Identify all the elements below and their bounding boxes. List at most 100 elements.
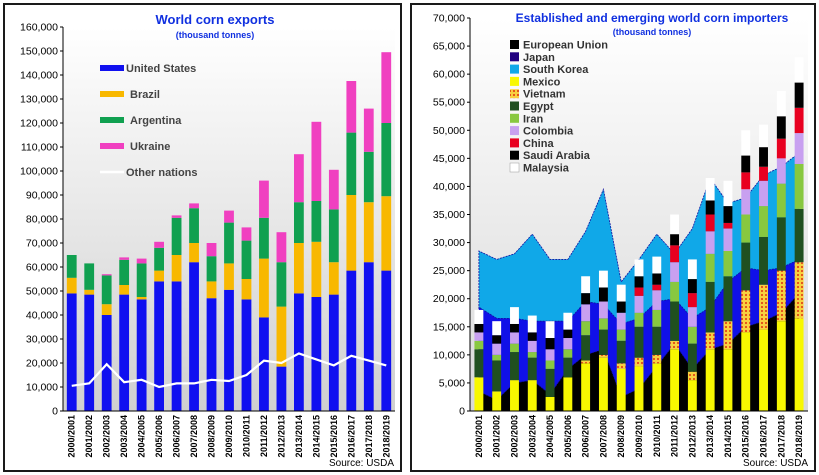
x-axis-ticks: 2000/2001 2001/2002 2002/2003 2003/2004 2004… — [474, 415, 804, 458]
bar-iran — [741, 214, 751, 243]
x-tick-label: 2002/2003 — [509, 415, 519, 458]
legend-swatch-saudi-arabia — [510, 150, 519, 160]
legend-swatch-argentina — [100, 117, 124, 123]
y-tick-label: 160,000 — [20, 22, 58, 34]
bar-colombia — [759, 180, 768, 207]
bar-brazil — [206, 281, 217, 299]
bar-colombia — [492, 343, 502, 355]
bar-malaysia — [598, 270, 608, 288]
x-tick-label: 2018/2019 — [794, 415, 804, 458]
legend: United States Brazil Argentina Ukraine Other… — [100, 63, 198, 179]
y-tick-label: 130,000 — [20, 94, 58, 106]
bar-ukraine — [224, 210, 234, 223]
y-tick-label: 40,000 — [433, 181, 465, 193]
bar-united-states — [311, 297, 322, 411]
axes — [469, 18, 808, 412]
chart-subtitle: (thousand tonnes) — [613, 27, 692, 37]
bar-colombia — [563, 338, 573, 350]
x-tick-label: 2015/2016 — [329, 415, 339, 458]
chart-subtitle: (thousand tonnes) — [176, 30, 255, 40]
bar-egypt — [794, 208, 804, 263]
bar-iran — [474, 340, 484, 350]
world-corn-exports-chart: World corn exports (thousand tonnes) 0 10… — [20, 12, 395, 469]
bar-ukraine — [363, 108, 374, 152]
bar-malaysia — [652, 256, 662, 274]
y-tick-label: 110,000 — [21, 142, 58, 154]
x-tick-label: 2007/2008 — [598, 415, 608, 458]
bar-colombia — [616, 312, 626, 330]
bar-malaysia — [492, 321, 502, 336]
x-tick-label: 2011/2012 — [259, 415, 269, 457]
bar-vietnam — [776, 270, 786, 322]
bar-colombia — [670, 262, 680, 282]
legend-label-malaysia: Malaysia — [523, 163, 570, 175]
bar-ukraine — [206, 243, 217, 257]
x-tick-label: 2003/2004 — [527, 415, 537, 458]
y-tick-label: 0 — [459, 406, 465, 418]
bar-vietnam — [652, 354, 662, 364]
legend-label-colombia: Colombia — [523, 126, 574, 138]
bar-china — [741, 172, 751, 190]
bar-ukraine — [241, 227, 252, 241]
bar-china — [670, 245, 680, 263]
legend-swatch-united-states — [100, 65, 124, 71]
legend-swatch-brazil — [100, 91, 124, 97]
bar-egypt — [705, 281, 715, 333]
bar-brazil — [224, 263, 234, 290]
bar-argentina — [276, 262, 287, 307]
bar-mexico — [598, 357, 608, 411]
bar-vietnam — [634, 357, 644, 367]
x-tick-label: 2000/2001 — [474, 415, 484, 458]
legend-label-iran: Iran — [523, 113, 543, 125]
y-tick-label: 65,000 — [433, 41, 465, 53]
bar-mexico — [581, 363, 591, 411]
bar-iran — [563, 349, 573, 358]
bar-colombia — [474, 332, 484, 341]
bar-united-states — [171, 281, 182, 411]
bar-united-states — [189, 262, 199, 411]
legend-swatch-ukraine — [100, 143, 124, 149]
bar-vietnam — [670, 340, 680, 350]
y-tick-label: 45,000 — [433, 153, 465, 165]
bar-mexico — [527, 380, 537, 411]
bar-argentina — [171, 217, 182, 255]
bar-iran — [776, 183, 786, 218]
bar-brazil — [154, 270, 164, 282]
bar-argentina — [363, 151, 374, 203]
bar-brazil — [136, 297, 147, 300]
y-tick-label: 20,000 — [433, 293, 465, 305]
y-tick-label: 30,000 — [26, 334, 58, 346]
x-tick-label: 2009/2010 — [634, 415, 644, 458]
bar-mexico — [563, 377, 573, 411]
bar-colombia — [741, 189, 751, 215]
y-tick-label: 50,000 — [433, 125, 465, 137]
bar-colombia — [545, 349, 555, 361]
bar-united-states — [224, 289, 234, 411]
y-tick-label: 0 — [52, 406, 58, 418]
bar-argentina — [66, 255, 77, 278]
bar-argentina — [259, 217, 269, 259]
bar-iran — [652, 309, 662, 327]
y-tick-label: 60,000 — [26, 262, 58, 274]
bar-iran — [670, 281, 680, 302]
bar-vietnam — [598, 354, 608, 358]
bar-mexico — [776, 321, 786, 411]
x-tick-label: 2014/2015 — [723, 415, 733, 458]
x-tick-label: 2010/2011 — [652, 415, 662, 457]
bar-argentina — [206, 256, 217, 282]
bar-malaysia — [670, 214, 680, 235]
bar-egypt — [670, 301, 680, 341]
y-tick-label: 90,000 — [26, 190, 58, 202]
x-tick-label: 2006/2007 — [172, 415, 182, 458]
y-tick-label: 55,000 — [433, 97, 465, 109]
bar-egypt — [741, 242, 751, 291]
bar-china — [759, 166, 768, 181]
legend-swatch-malaysia — [509, 162, 520, 173]
legend-label-argentina: Argentina — [130, 115, 182, 127]
bar-ukraine — [101, 274, 112, 276]
bar-saudi-arabia — [563, 329, 573, 339]
bar-saudi-arabia — [723, 206, 733, 223]
x-tick-label: 2009/2010 — [224, 415, 234, 458]
legend-label-japan: Japan — [523, 52, 555, 64]
bar-malaysia — [474, 309, 484, 324]
